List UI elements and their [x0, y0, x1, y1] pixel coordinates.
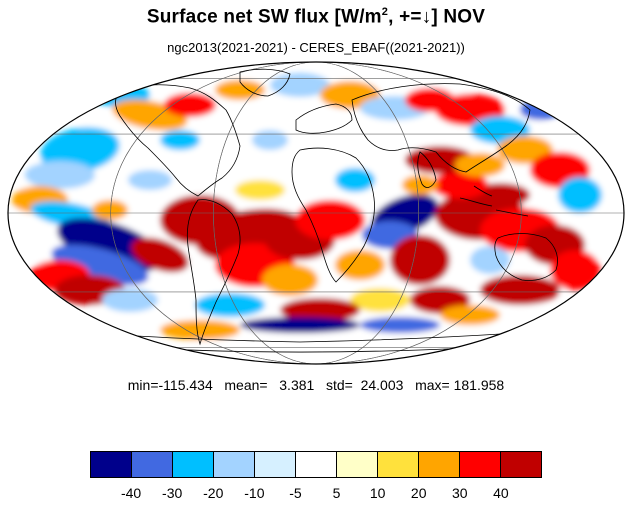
anomaly-patch [480, 275, 560, 305]
title-tail: , +=↓] NOV [388, 6, 486, 28]
title-main: Surface net SW flux [W/m [146, 6, 382, 28]
anomaly-patch [350, 288, 410, 312]
coastline-europe [295, 103, 353, 134]
anomaly-patch [240, 317, 360, 333]
anomaly-patch [131, 237, 189, 273]
anomaly-patch [160, 320, 240, 340]
map-subtitle: ngc2013(2021-2021) - CERES_EBAF((2021-20… [167, 40, 465, 55]
graticule [8, 62, 624, 364]
anomaly-patch [360, 317, 440, 333]
anomaly-patch [262, 264, 318, 296]
coastline-australia [494, 233, 558, 281]
colorbar-swatch [460, 452, 501, 477]
colorbar-swatch [296, 452, 337, 477]
title-superscript: 2 [381, 6, 389, 18]
colorbar-swatch [214, 452, 255, 477]
coastline-south-america [186, 199, 241, 346]
anomaly-patch [160, 130, 200, 150]
coastline-greenland [239, 68, 291, 97]
coastline-asia [351, 83, 531, 173]
anomaly-patch [252, 130, 288, 150]
anomaly-patch [558, 177, 602, 213]
anomaly-patch [390, 235, 450, 285]
anomaly-patch [335, 168, 375, 192]
anomaly-patch [440, 305, 500, 325]
colorbar-swatch [419, 452, 460, 477]
colorbar-tick-label: 40 [493, 485, 509, 501]
colorbar-tick-label: -20 [203, 485, 224, 501]
colorbar [90, 451, 542, 478]
anomaly-patch [280, 298, 360, 322]
map-title: Surface net SW flux [W/m2, +=↓] NOV [0, 6, 632, 28]
anomaly-patch [57, 218, 163, 272]
anomaly-patch [402, 175, 438, 195]
colorbar-labels: -40 -30 -20 -10 -5 5 10 20 30 40 [90, 485, 542, 503]
anomaly-patch [470, 246, 510, 274]
colorbar-swatch [501, 452, 541, 477]
meridian-line [110, 62, 522, 364]
coastline-india [417, 151, 437, 188]
map-field [8, 62, 624, 364]
anomaly-patch [51, 244, 149, 286]
colorbar-tick-label: -40 [120, 485, 142, 501]
colorbar-tick-label: 30 [452, 485, 468, 501]
anomaly-patch [92, 200, 128, 220]
coastline-north-america [115, 84, 241, 197]
anomaly-patch [497, 136, 553, 164]
coastline-africa [291, 147, 375, 283]
anomaly-patch [270, 73, 330, 97]
anomaly-patch [164, 93, 216, 117]
colorbar-tick-label: -5 [289, 485, 302, 501]
colorbar-tick-label: 20 [410, 485, 427, 501]
anomaly-patch [25, 161, 95, 189]
anomaly-patch [215, 80, 265, 100]
colorbar-swatch [378, 452, 419, 477]
anomaly-patch [455, 153, 505, 177]
statistics-line: min=-115.434 mean= 3.381 std= 24.003 max… [127, 377, 505, 393]
colorbar-swatch [337, 452, 378, 477]
meridian-line [213, 62, 419, 364]
colorbar-tick-label: 10 [369, 485, 386, 501]
anomaly-patch [235, 180, 285, 200]
anomaly-patch [432, 171, 488, 199]
anomaly-patch [102, 288, 158, 312]
colorbar-swatch [255, 452, 296, 477]
colorbar-swatch [132, 452, 173, 477]
coastline-indonesia [459, 185, 529, 217]
colorbar-swatch [91, 452, 132, 477]
colorbar-swatch [173, 452, 214, 477]
anomaly-patch [195, 293, 265, 317]
colorbar-tick-label: -30 [162, 485, 183, 501]
anomaly-patch [550, 250, 600, 290]
anomaly-patch [295, 200, 365, 240]
anomaly-patch [335, 250, 385, 280]
colorbar-tick-label: 5 [332, 485, 341, 501]
map-outline [7, 61, 625, 365]
anomaly-patch [128, 170, 172, 190]
colorbar-tick-label: -10 [244, 485, 265, 501]
